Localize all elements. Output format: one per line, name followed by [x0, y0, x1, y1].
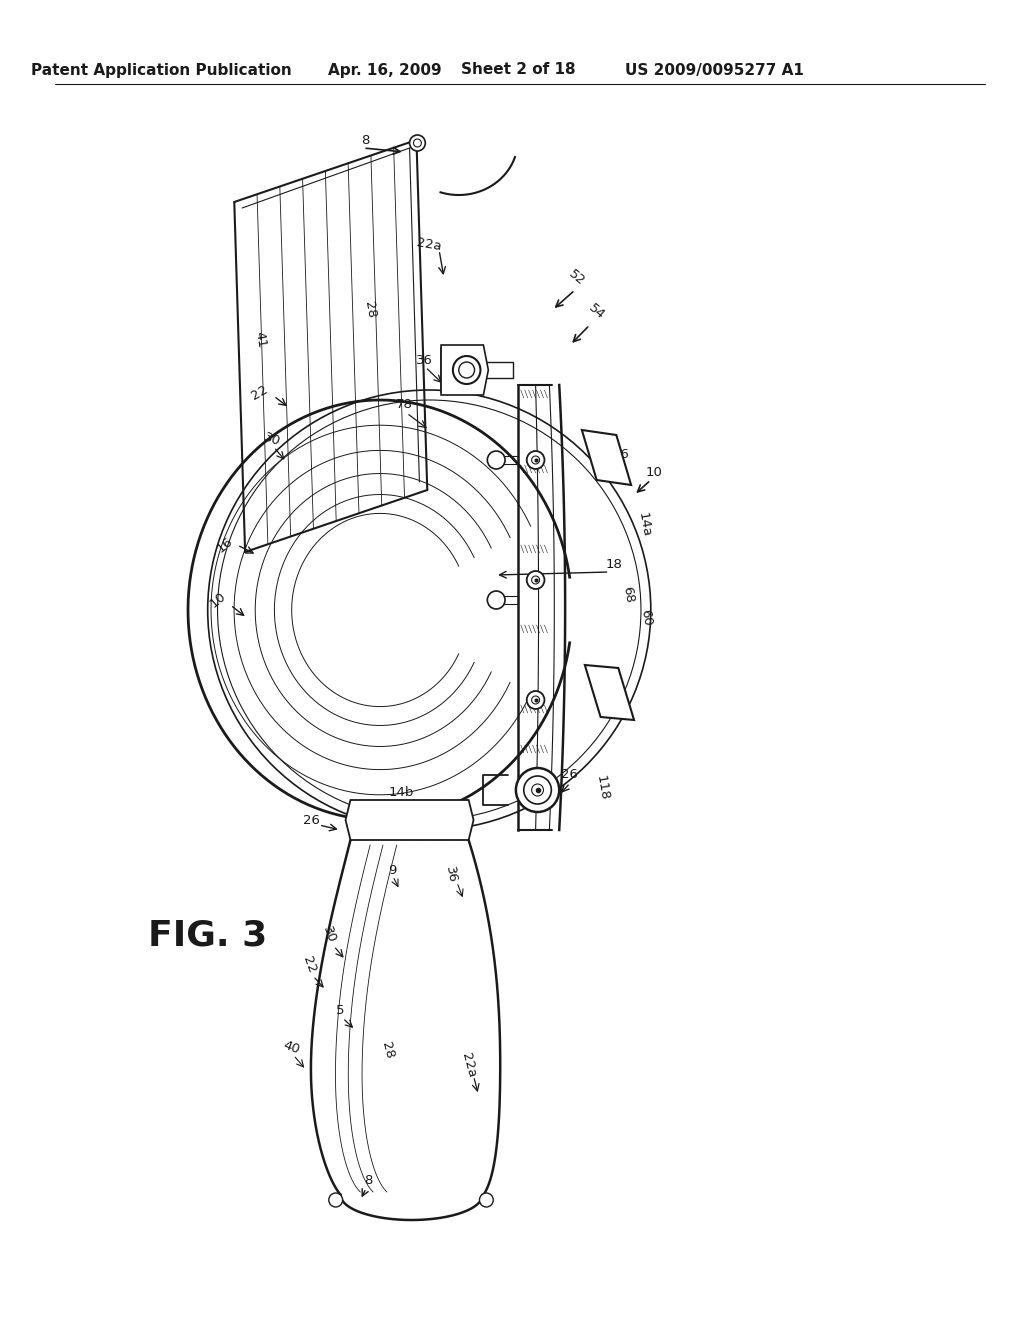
Text: 60: 60: [638, 609, 653, 627]
Text: 16: 16: [214, 535, 236, 556]
Text: 14a: 14a: [635, 512, 652, 539]
Circle shape: [487, 591, 505, 609]
Text: Apr. 16, 2009: Apr. 16, 2009: [328, 62, 441, 78]
Circle shape: [526, 451, 545, 469]
Polygon shape: [585, 665, 634, 719]
Text: 52: 52: [566, 268, 588, 289]
Text: 22: 22: [300, 954, 318, 975]
Text: 40: 40: [282, 1039, 301, 1057]
Polygon shape: [441, 345, 488, 395]
Circle shape: [531, 576, 540, 583]
Circle shape: [531, 455, 540, 465]
Text: 36: 36: [416, 354, 433, 367]
Text: 8: 8: [364, 1173, 373, 1187]
Text: 76: 76: [612, 449, 630, 462]
Text: 22a: 22a: [416, 236, 442, 253]
Text: 26: 26: [560, 768, 578, 781]
Text: 8: 8: [361, 133, 370, 147]
Text: 54: 54: [586, 301, 607, 322]
Circle shape: [487, 451, 505, 469]
Circle shape: [453, 356, 480, 384]
Text: 18: 18: [606, 558, 623, 572]
Text: 36: 36: [443, 866, 459, 884]
Text: 26: 26: [303, 813, 319, 826]
Text: FIG. 3: FIG. 3: [148, 917, 267, 952]
Text: 68: 68: [621, 586, 636, 605]
Polygon shape: [345, 800, 473, 840]
Text: 28: 28: [380, 1040, 396, 1060]
Circle shape: [526, 690, 545, 709]
Text: US 2009/0095277 A1: US 2009/0095277 A1: [626, 62, 804, 78]
Circle shape: [531, 696, 540, 704]
Circle shape: [459, 362, 474, 378]
Text: 30: 30: [261, 432, 282, 449]
Text: 10: 10: [207, 590, 228, 610]
Circle shape: [410, 135, 425, 150]
Text: 28: 28: [362, 301, 378, 319]
Text: 41: 41: [252, 330, 267, 350]
Text: 78: 78: [396, 399, 413, 412]
Text: 10: 10: [645, 466, 663, 479]
Text: 5: 5: [336, 1003, 345, 1016]
Text: 9: 9: [388, 863, 396, 876]
Circle shape: [531, 784, 544, 796]
Text: Patent Application Publication: Patent Application Publication: [31, 62, 292, 78]
Text: 22a: 22a: [459, 1051, 478, 1078]
Polygon shape: [582, 430, 631, 484]
Circle shape: [329, 1193, 343, 1206]
Text: 118: 118: [594, 775, 611, 801]
Circle shape: [414, 139, 421, 147]
Circle shape: [516, 768, 559, 812]
Circle shape: [524, 776, 551, 804]
Text: 14b: 14b: [389, 787, 415, 800]
Text: 22: 22: [249, 383, 270, 403]
Circle shape: [526, 572, 545, 589]
Circle shape: [479, 1193, 494, 1206]
Text: 30: 30: [319, 925, 338, 945]
Text: Sheet 2 of 18: Sheet 2 of 18: [461, 62, 575, 78]
